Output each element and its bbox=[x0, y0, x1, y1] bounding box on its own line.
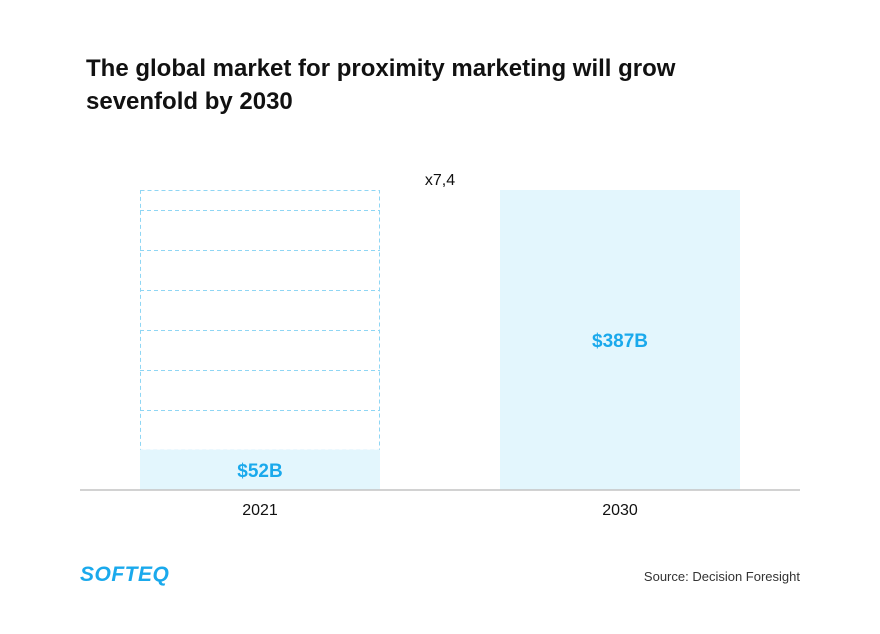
multiplier-label: x7,4 bbox=[425, 172, 455, 189]
value-label-2030: $387B bbox=[592, 331, 648, 352]
softeq-logo: SOFTEQ bbox=[80, 563, 170, 586]
chart-title-line-2: sevenfold by 2030 bbox=[86, 88, 293, 115]
bar-2030 bbox=[500, 190, 740, 490]
source-note: Source: Decision Foresight bbox=[643, 569, 800, 584]
bar-2021 bbox=[140, 449, 380, 490]
chart-title: The global market for proximity marketin… bbox=[86, 52, 786, 118]
category-label-2030: 2030 bbox=[602, 502, 638, 519]
projection-gridlines bbox=[140, 210, 380, 411]
projection-outline bbox=[140, 190, 380, 451]
category-label-2021: 2021 bbox=[242, 502, 278, 519]
chart-title-line-1: The global market for proximity marketin… bbox=[86, 55, 676, 82]
value-label-2021: $52B bbox=[237, 461, 282, 482]
projection-box bbox=[140, 190, 380, 451]
